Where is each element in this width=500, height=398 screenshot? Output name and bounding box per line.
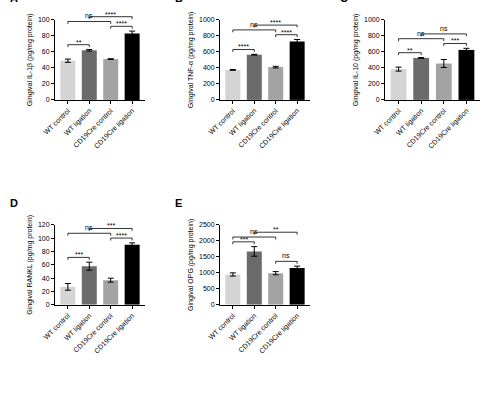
svg-text:200: 200 — [203, 80, 215, 87]
svg-text:WT control: WT control — [207, 312, 236, 341]
svg-text:40: 40 — [42, 275, 50, 282]
svg-text:CD19Cre ligation: CD19Cre ligation — [258, 312, 301, 355]
svg-text:800: 800 — [203, 32, 215, 39]
svg-text:B: B — [175, 0, 183, 4]
svg-text:CD19Cre control: CD19Cre control — [405, 107, 447, 149]
svg-text:Gingival IL-10 (pg/mg protein): Gingival IL-10 (pg/mg protein) — [352, 14, 360, 107]
svg-text:****: **** — [116, 20, 127, 27]
svg-text:CD19Cre ligation: CD19Cre ligation — [93, 107, 136, 150]
svg-text:80: 80 — [42, 32, 50, 39]
svg-text:1000: 1000 — [364, 16, 380, 23]
svg-text:WT ligation: WT ligation — [228, 312, 258, 342]
svg-text:****: **** — [281, 29, 292, 36]
svg-text:600: 600 — [203, 48, 215, 55]
svg-text:ns: ns — [85, 224, 93, 231]
svg-text:***: *** — [451, 37, 459, 44]
svg-text:****: **** — [105, 11, 116, 18]
svg-text:500: 500 — [203, 285, 215, 292]
svg-text:Gingival TNF-α (pg/mg protein): Gingival TNF-α (pg/mg protein) — [187, 12, 195, 109]
svg-text:800: 800 — [368, 32, 380, 39]
svg-text:CD19Cre ligation: CD19Cre ligation — [427, 107, 470, 150]
svg-text:40: 40 — [42, 64, 50, 71]
svg-text:WT ligation: WT ligation — [63, 312, 93, 342]
svg-text:D: D — [10, 197, 18, 209]
svg-text:120: 120 — [38, 221, 50, 228]
svg-text:60: 60 — [42, 261, 50, 268]
svg-text:1000: 1000 — [199, 269, 215, 276]
svg-text:ns: ns — [440, 25, 448, 32]
svg-text:ns: ns — [85, 12, 93, 19]
svg-text:CD19Cre ligation: CD19Cre ligation — [258, 107, 301, 150]
svg-text:0: 0 — [46, 301, 50, 308]
svg-text:****: **** — [116, 232, 127, 239]
svg-text:WT control: WT control — [42, 107, 71, 136]
svg-text:80: 80 — [42, 248, 50, 255]
svg-text:****: **** — [270, 19, 281, 26]
svg-text:Gingival OPG (pg/mg protein): Gingival OPG (pg/mg protein) — [187, 219, 195, 311]
svg-text:0: 0 — [211, 301, 215, 308]
svg-text:400: 400 — [368, 64, 380, 71]
svg-text:ns: ns — [417, 30, 425, 37]
svg-text:***: *** — [240, 236, 248, 243]
svg-text:200: 200 — [368, 80, 380, 87]
svg-text:400: 400 — [203, 64, 215, 71]
svg-text:C: C — [340, 0, 348, 4]
svg-text:CD19Cre control: CD19Cre control — [237, 107, 279, 149]
svg-text:***: *** — [75, 251, 83, 258]
svg-text:ns: ns — [250, 21, 258, 28]
svg-text:60: 60 — [42, 48, 50, 55]
svg-text:2000: 2000 — [199, 237, 215, 244]
svg-text:0: 0 — [211, 96, 215, 103]
svg-text:E: E — [175, 197, 182, 209]
svg-text:WT control: WT control — [42, 312, 71, 341]
svg-text:100: 100 — [38, 235, 50, 242]
svg-text:600: 600 — [368, 48, 380, 55]
svg-text:1500: 1500 — [199, 253, 215, 260]
svg-text:WT ligation: WT ligation — [228, 107, 258, 137]
svg-text:ns: ns — [250, 228, 258, 235]
svg-text:****: **** — [238, 43, 249, 50]
svg-text:WT control: WT control — [373, 107, 402, 136]
svg-text:WT ligation: WT ligation — [395, 107, 425, 137]
svg-text:0: 0 — [46, 96, 50, 103]
svg-text:CD19Cre control: CD19Cre control — [72, 107, 114, 149]
svg-text:ns: ns — [282, 252, 290, 259]
svg-text:20: 20 — [42, 288, 50, 295]
svg-text:WT control: WT control — [207, 107, 236, 136]
svg-text:20: 20 — [42, 80, 50, 87]
svg-text:2500: 2500 — [199, 221, 215, 228]
svg-text:CD19Cre control: CD19Cre control — [72, 312, 114, 354]
svg-text:0: 0 — [376, 96, 380, 103]
svg-text:Gingival RANKL (pg/mg protein): Gingival RANKL (pg/mg protein) — [26, 215, 34, 315]
svg-text:**: ** — [407, 47, 413, 54]
svg-text:***: *** — [107, 222, 115, 229]
svg-text:100: 100 — [38, 16, 50, 23]
svg-text:A: A — [10, 0, 18, 4]
svg-text:Gingival IL-1β (pg/mg protein): Gingival IL-1β (pg/mg protein) — [26, 14, 34, 107]
svg-text:1000: 1000 — [199, 16, 215, 23]
svg-text:**: ** — [76, 39, 82, 46]
svg-text:CD19Cre control: CD19Cre control — [237, 312, 279, 354]
svg-text:WT ligation: WT ligation — [63, 107, 93, 137]
svg-text:CD19Cre ligation: CD19Cre ligation — [93, 312, 136, 355]
svg-text:**: ** — [273, 226, 279, 233]
